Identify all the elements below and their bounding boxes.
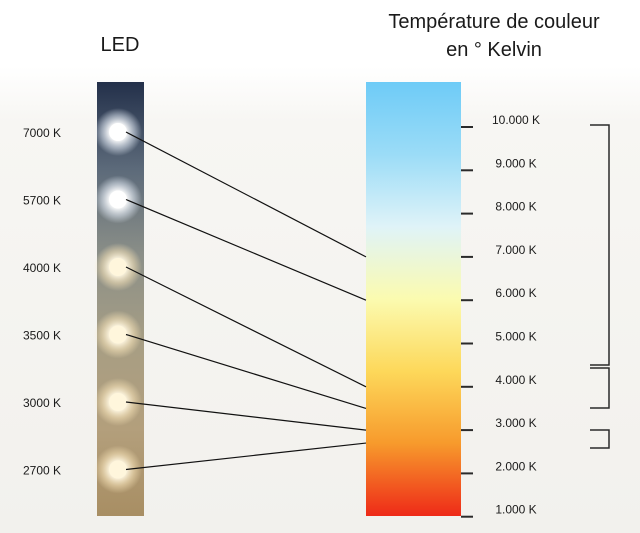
led-core [109,190,127,209]
connector-line [125,333,367,410]
scale-label: 10.000 K [492,113,540,127]
led-core [109,123,127,141]
scale-label: 5.000 K [495,330,536,344]
led-label: 2700 K [23,464,61,478]
bracket-warm-range [590,429,610,449]
scale-label: 2.000 K [495,459,536,473]
led-core [109,460,127,479]
scale-label: 8.000 K [495,200,536,214]
bracket-cool-range [590,124,610,366]
led-label: 3000 K [23,396,61,410]
led-label: 3500 K [23,329,61,343]
connector-line [125,401,367,431]
scale-label: 3.000 K [495,416,536,430]
led-label: 4000 K [23,261,61,275]
connector-line [125,442,367,471]
connector-line [125,198,367,301]
temperature-header-line-1: Température de couleur [388,11,600,33]
led-glows [94,108,142,494]
led-core [109,325,127,344]
range-brackets [590,124,610,449]
scale-label: 6.000 K [495,286,536,300]
scale-ticks [461,126,473,518]
connector-lines [125,131,367,471]
bracket-neutral-range [590,367,610,409]
temperature-scale-bar [366,82,461,516]
led-label: 5700 K [23,194,61,208]
scale-label: 9.000 K [495,156,536,170]
scale-label: 1.000 K [495,503,536,517]
temperature-header-line-2: en ° Kelvin [446,39,542,61]
led-label: 7000 K [23,126,61,140]
led-header: LED [101,34,140,56]
connector-line [125,266,367,388]
scale-label: 7.000 K [495,243,536,257]
scale-labels: 10.000 K 9.000 K 8.000 K 7.000 K 6.000 K 5.00… [492,113,540,517]
led-labels: 7000 K 5700 K 4000 K 3500 K 3000 K 2700 K [23,126,61,478]
led-core [109,258,127,276]
scale-label: 4.000 K [495,373,536,387]
connector-line [125,131,367,258]
led-core [109,393,127,411]
